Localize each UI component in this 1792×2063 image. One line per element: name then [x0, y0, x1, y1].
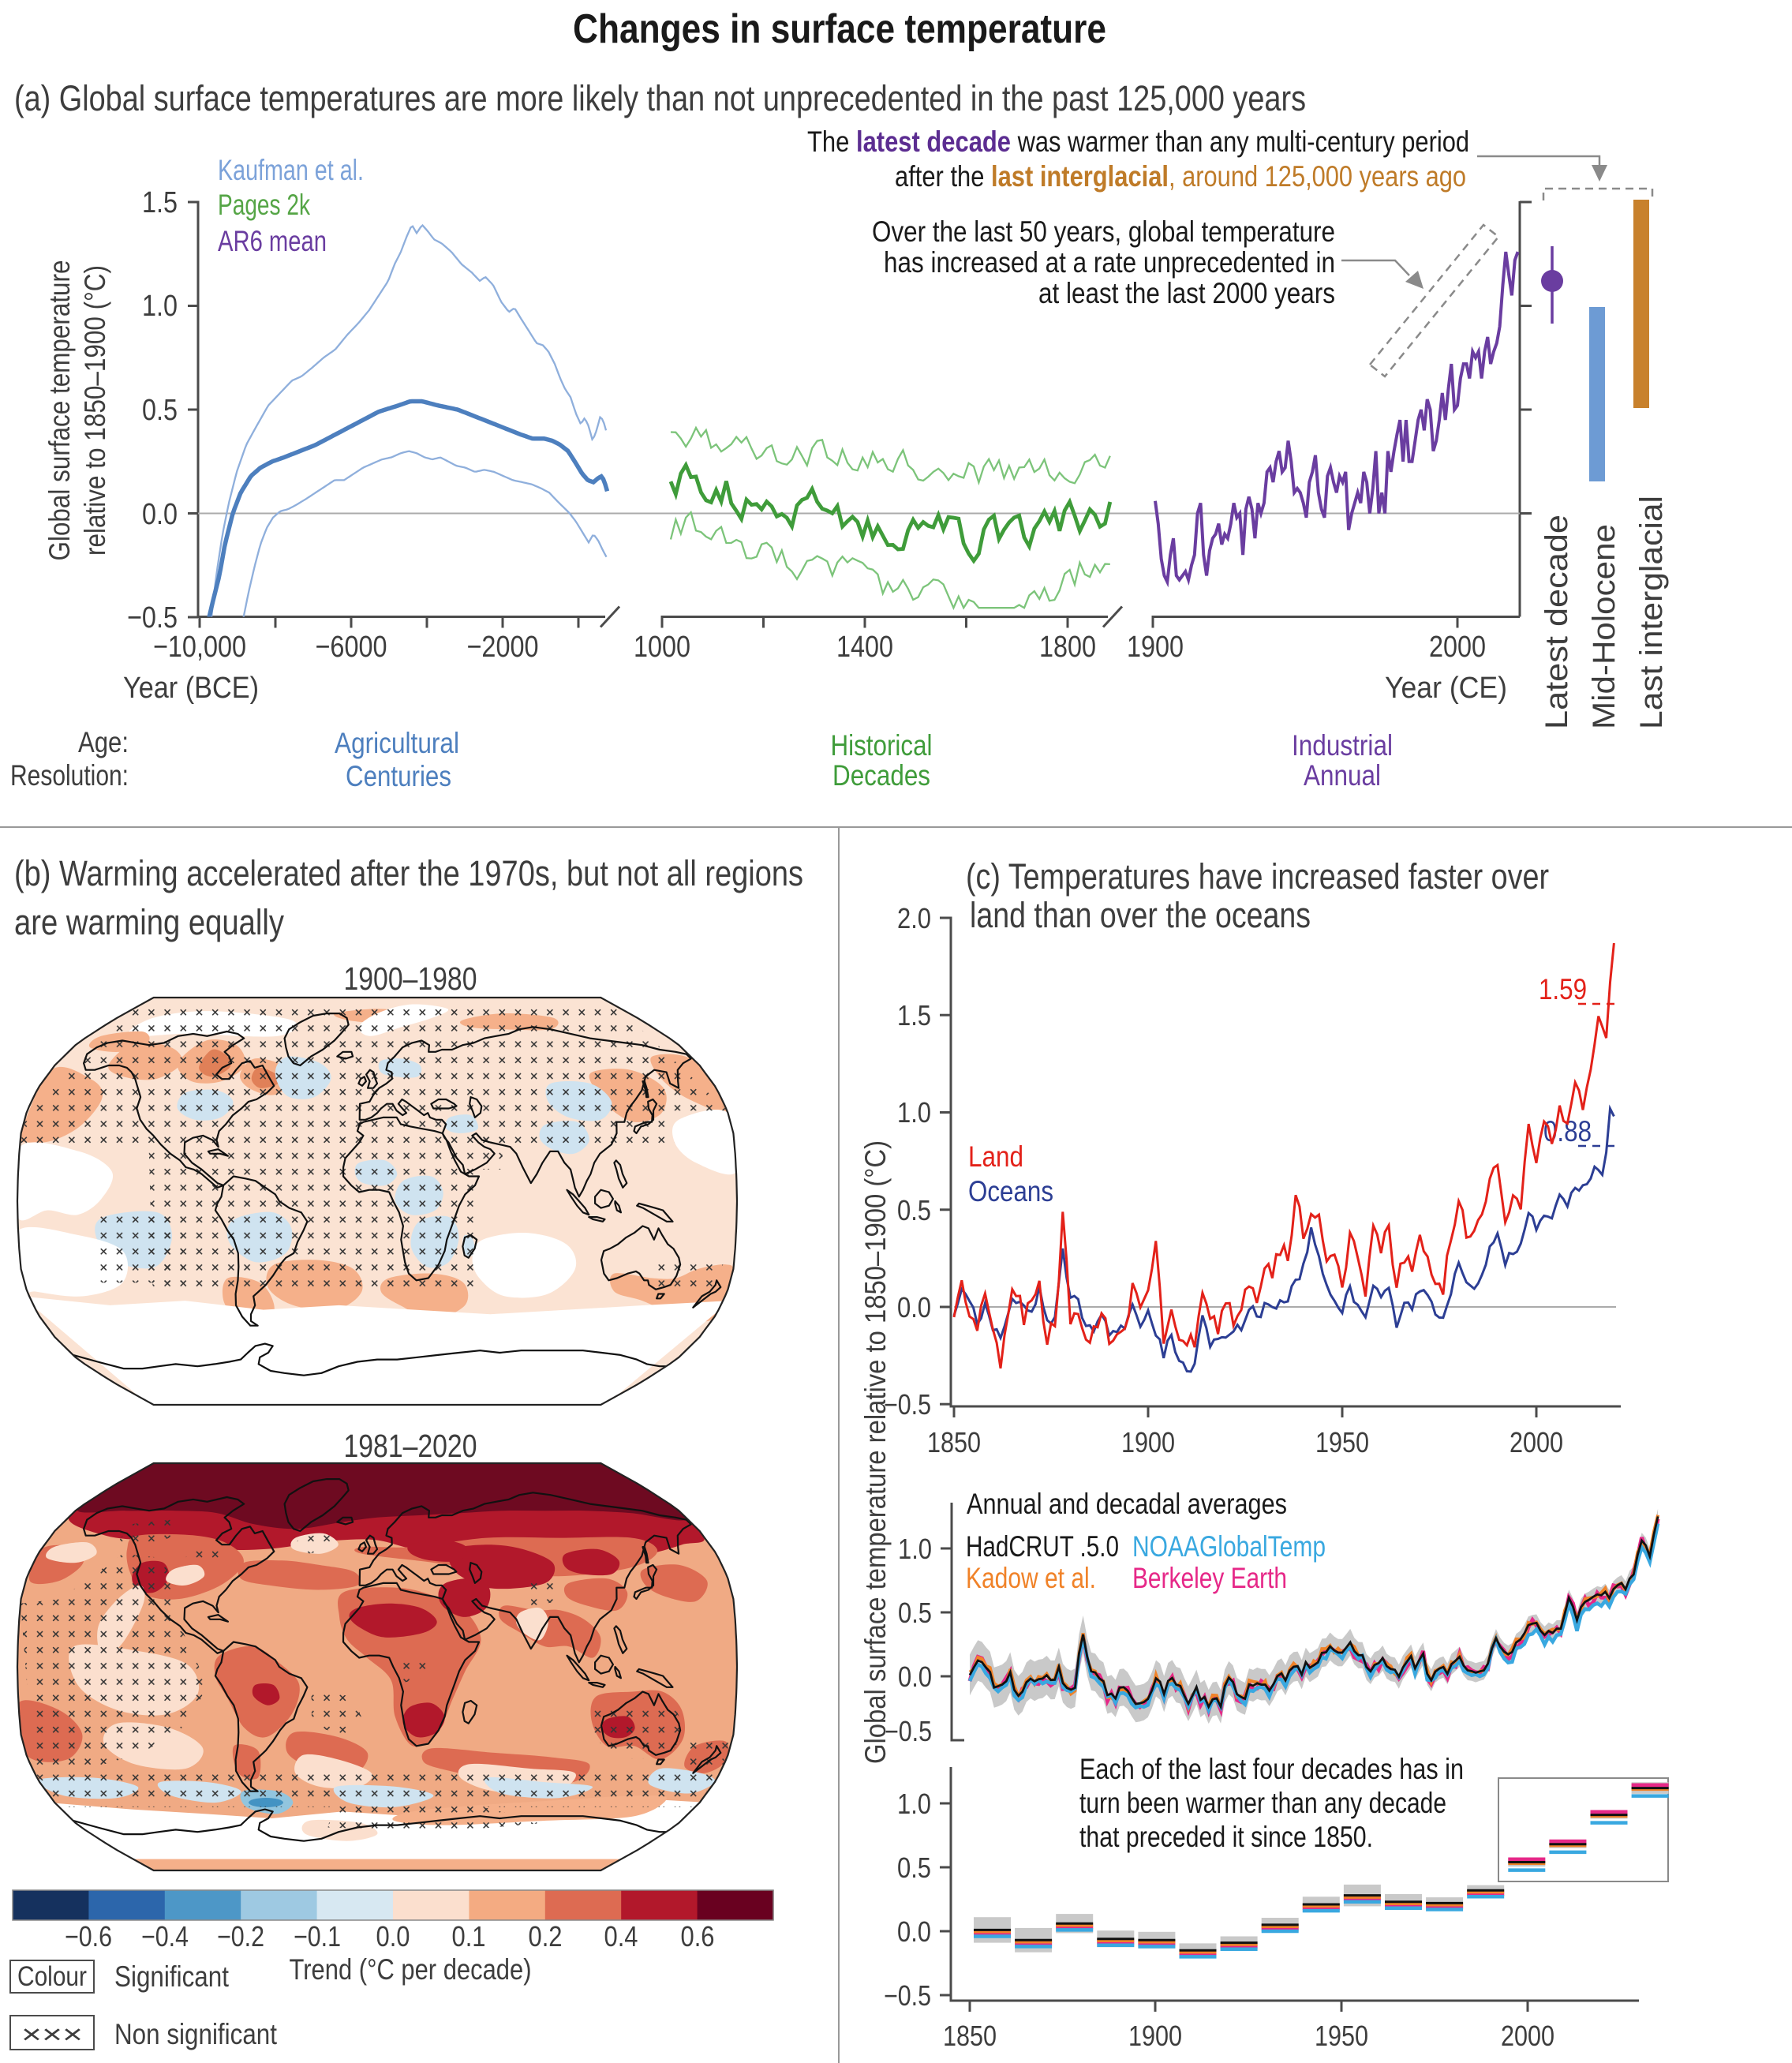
svg-text:Age:: Age:: [78, 726, 129, 758]
svg-text:Latest decade: Latest decade: [1539, 515, 1574, 729]
svg-text:−0.5: −0.5: [884, 1388, 931, 1421]
svg-text:−0.5: −0.5: [127, 601, 178, 635]
svg-text:1900: 1900: [1128, 2020, 1182, 2052]
svg-text:Pages 2k: Pages 2k: [218, 189, 310, 221]
svg-text:0.5: 0.5: [142, 394, 178, 427]
svg-text:−10,000: −10,000: [153, 631, 246, 664]
svg-text:0.5: 0.5: [897, 1194, 931, 1226]
svg-text:1850: 1850: [927, 1426, 981, 1458]
svg-text:Colour: Colour: [17, 1961, 87, 1992]
svg-text:1950: 1950: [1315, 2020, 1368, 2052]
svg-text:AR6 mean: AR6 mean: [218, 225, 327, 257]
svg-text:Significant: Significant: [114, 1960, 230, 1993]
svg-text:Oceans: Oceans: [968, 1175, 1053, 1207]
svg-text:Centuries: Centuries: [346, 760, 451, 792]
svg-text:Industrial: Industrial: [1292, 729, 1393, 762]
svg-text:1981–2020: 1981–2020: [344, 1428, 477, 1464]
svg-text:Land: Land: [968, 1140, 1023, 1173]
svg-text:Annual: Annual: [1304, 759, 1381, 792]
svg-text:that preceded it since 1850.: that preceded it since 1850.: [1079, 1821, 1373, 1853]
svg-text:last interglacial: last interglacial: [991, 160, 1169, 193]
svg-text:was warmer than any multi-cent: was warmer than any multi-century period: [1011, 125, 1469, 158]
svg-text:1000: 1000: [634, 631, 690, 664]
svg-text:has increased at a rate unprec: has increased at a rate unprecedented in: [884, 246, 1335, 279]
svg-text:Global surface temperature: Global surface temperature: [43, 260, 76, 561]
svg-text:Mid-Holocene: Mid-Holocene: [1587, 524, 1622, 729]
svg-text:0.0: 0.0: [898, 1661, 932, 1693]
svg-text:1900: 1900: [1121, 1426, 1175, 1458]
svg-text:Resolution:: Resolution:: [10, 759, 129, 792]
svg-text:Historical: Historical: [831, 729, 933, 762]
svg-text:0.2: 0.2: [529, 1920, 563, 1953]
svg-text:0.0: 0.0: [376, 1920, 410, 1953]
svg-text:Year (BCE): Year (BCE): [123, 672, 259, 705]
svg-text:Agricultural: Agricultural: [335, 727, 459, 759]
svg-text:turn been warmer than any deca: turn been warmer than any decade: [1079, 1787, 1446, 1819]
svg-text:Annual and decadal averages: Annual and decadal averages: [967, 1488, 1287, 1520]
svg-text:0.4: 0.4: [604, 1920, 638, 1953]
svg-text:1.0: 1.0: [142, 290, 178, 323]
svg-text:after the: after the: [895, 160, 991, 193]
svg-text:land than over the oceans: land than over the oceans: [970, 895, 1311, 935]
svg-text:0.0: 0.0: [897, 1291, 931, 1324]
svg-text:0.5: 0.5: [897, 1851, 931, 1884]
svg-text:2000: 2000: [1429, 631, 1486, 664]
svg-text:NOAAGlobalTemp: NOAAGlobalTemp: [1132, 1530, 1326, 1563]
svg-text:1800: 1800: [1039, 631, 1096, 664]
svg-text:Year (CE): Year (CE): [1385, 672, 1507, 705]
svg-text:−0.5: −0.5: [885, 1715, 932, 1747]
svg-text:1900–1980: 1900–1980: [344, 960, 477, 997]
svg-text:Trend (°C per decade): Trend (°C per decade): [290, 1953, 532, 1986]
svg-text:Decades: Decades: [832, 759, 930, 792]
svg-text:Kaufman et al.: Kaufman et al.: [218, 154, 364, 186]
svg-text:−0.5: −0.5: [884, 1979, 931, 2012]
svg-text:Non significant: Non significant: [114, 2018, 278, 2050]
svg-text:−0.1: −0.1: [294, 1920, 341, 1953]
svg-text:1.59: 1.59: [1539, 973, 1587, 1005]
svg-text:(b) Warming accelerated after: (b) Warming accelerated after the 1970s,…: [14, 853, 803, 893]
svg-text:, around 125,000 years ago: , around 125,000 years ago: [1169, 160, 1466, 193]
svg-text:−6000: −6000: [316, 631, 387, 664]
svg-text:1.0: 1.0: [897, 1788, 931, 1820]
svg-text:×××: ×××: [21, 2020, 83, 2049]
svg-text:Over the last 50 years, global: Over the last 50 years, global temperatu…: [872, 215, 1335, 248]
svg-text:2.0: 2.0: [897, 902, 931, 934]
svg-text:1900: 1900: [1127, 631, 1184, 664]
svg-text:2000: 2000: [1501, 2020, 1554, 2052]
svg-text:Each of the last four decades: Each of the last four decades has in: [1079, 1753, 1464, 1785]
svg-text:0.5: 0.5: [898, 1597, 932, 1629]
svg-text:at least the last 2000 years: at least the last 2000 years: [1038, 277, 1335, 309]
svg-text:(a) Global surface temperature: (a) Global surface temperatures are more…: [14, 78, 1306, 118]
svg-text:−0.2: −0.2: [217, 1920, 264, 1953]
svg-text:1400: 1400: [836, 631, 893, 664]
svg-text:(c) Temperatures have increase: (c) Temperatures have increased faster o…: [966, 856, 1549, 897]
svg-text:latest decade: latest decade: [856, 125, 1011, 158]
svg-text:1950: 1950: [1315, 1426, 1369, 1458]
svg-text:−0.4: −0.4: [141, 1920, 189, 1953]
svg-text:relative to 1850–1900 (°C): relative to 1850–1900 (°C): [79, 265, 111, 556]
svg-text:1.5: 1.5: [897, 999, 931, 1032]
svg-text:Berkeley Earth: Berkeley Earth: [1132, 1562, 1287, 1594]
svg-text:Last interglacial: Last interglacial: [1634, 496, 1669, 729]
svg-text:−2000: −2000: [467, 631, 539, 664]
svg-text:1.0: 1.0: [898, 1533, 932, 1565]
svg-text:are warming equally: are warming equally: [14, 902, 284, 942]
svg-text:1850: 1850: [943, 2020, 997, 2052]
svg-text:HadCRUT .5.0: HadCRUT .5.0: [966, 1530, 1119, 1563]
svg-text:0.0: 0.0: [142, 498, 178, 531]
svg-text:2000: 2000: [1510, 1426, 1563, 1458]
svg-text:The: The: [807, 125, 856, 158]
svg-text:Changes in surface temperature: Changes in surface temperature: [573, 6, 1106, 52]
svg-text:0.0: 0.0: [897, 1915, 931, 1948]
svg-text:1.5: 1.5: [142, 186, 178, 219]
svg-text:−0.6: −0.6: [65, 1920, 112, 1953]
svg-text:0.6: 0.6: [681, 1920, 715, 1953]
svg-text:Global surface temperature rel: Global surface temperature relative to 1…: [859, 1140, 892, 1764]
svg-text:Kadow et al.: Kadow et al.: [966, 1562, 1096, 1594]
svg-text:0.1: 0.1: [452, 1920, 486, 1953]
svg-text:1.0: 1.0: [897, 1096, 931, 1129]
